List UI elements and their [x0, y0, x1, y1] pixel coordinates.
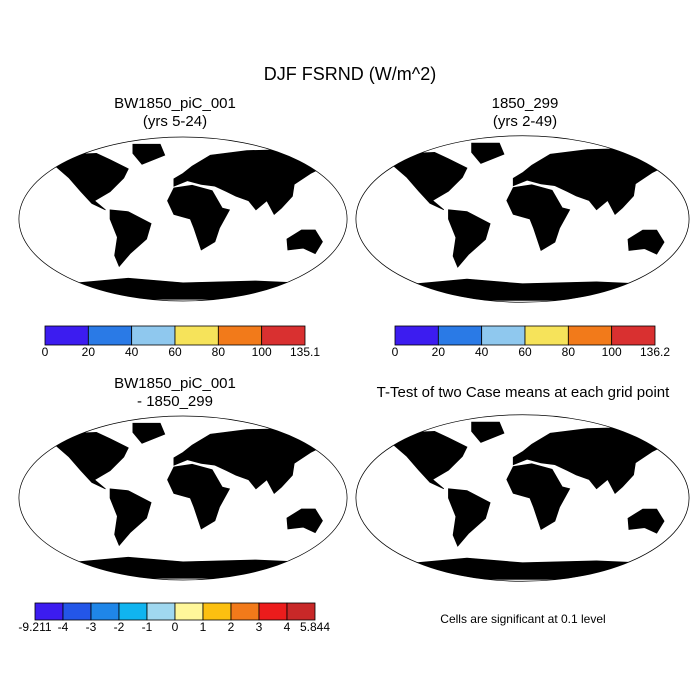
colorbar-label: 5.844	[300, 620, 330, 634]
colorbar-box	[567, 325, 613, 346]
colorbar-label: 80	[562, 345, 576, 359]
colorbar-box	[34, 602, 64, 621]
colorbar-label: 3	[256, 620, 263, 634]
colorbar-box	[217, 325, 263, 346]
panel-title: - 1850_299	[137, 393, 213, 410]
colorbar-label: 80	[212, 345, 226, 359]
colorbar-box	[437, 325, 483, 346]
panel-title: BW1850_piC_001	[114, 95, 236, 112]
colorbar-box	[174, 325, 219, 346]
figure-title: DJF FSRND (W/m^2)	[264, 64, 436, 84]
colorbar-label: 135.1	[290, 345, 320, 359]
colorbar-box	[44, 325, 89, 346]
colorbar-box	[87, 325, 133, 346]
colorbar-box	[230, 602, 260, 621]
colorbar-box	[286, 602, 316, 621]
colorbar-label: -4	[58, 620, 69, 634]
colorbar-label: 20	[432, 345, 446, 359]
colorbar-label: 100	[252, 345, 272, 359]
panel-title: (yrs 2-49)	[493, 113, 557, 130]
panel-title: 1850_299	[492, 95, 559, 112]
colorbar-label: 136.2	[640, 345, 670, 359]
colorbar-label: 0	[42, 345, 49, 359]
colorbar-label: 0	[172, 620, 179, 634]
colorbar-label: -9.211	[18, 620, 51, 634]
colorbar-label: 1	[200, 620, 207, 634]
colorbar-box	[261, 325, 306, 346]
colorbar-label: -3	[86, 620, 97, 634]
colorbar-box	[202, 602, 232, 621]
map	[19, 416, 347, 580]
colorbar-label: 20	[82, 345, 96, 359]
colorbar-box	[90, 602, 120, 621]
colorbar-box	[481, 325, 526, 346]
panel-title: BW1850_piC_001	[114, 375, 236, 392]
panel-title: T-Test of two Case means at each grid po…	[377, 384, 670, 401]
colorbar-label: 40	[475, 345, 489, 359]
map	[356, 415, 689, 582]
map	[356, 136, 689, 303]
colorbar-label: 4	[284, 620, 291, 634]
colorbar-box	[174, 602, 204, 621]
colorbar-label: -1	[142, 620, 153, 634]
colorbar-box	[394, 325, 439, 346]
colorbar-box	[146, 602, 176, 621]
colorbar-label: -2	[114, 620, 125, 634]
colorbar-box	[524, 325, 569, 346]
colorbar-box	[62, 602, 92, 621]
colorbar-label: 0	[392, 345, 399, 359]
colorbar-box	[131, 325, 176, 346]
map	[19, 137, 347, 301]
note: Cells are significant at 0.1 level	[440, 612, 605, 626]
colorbar-label: 40	[125, 345, 139, 359]
colorbar-label: 100	[602, 345, 622, 359]
colorbar-box	[611, 325, 656, 346]
colorbar-label: 2	[228, 620, 235, 634]
colorbar-label: 60	[168, 345, 182, 359]
colorbar-box	[118, 602, 148, 621]
colorbar-box	[258, 602, 288, 621]
panel-title: (yrs 5-24)	[143, 113, 207, 130]
colorbar-label: 60	[518, 345, 532, 359]
